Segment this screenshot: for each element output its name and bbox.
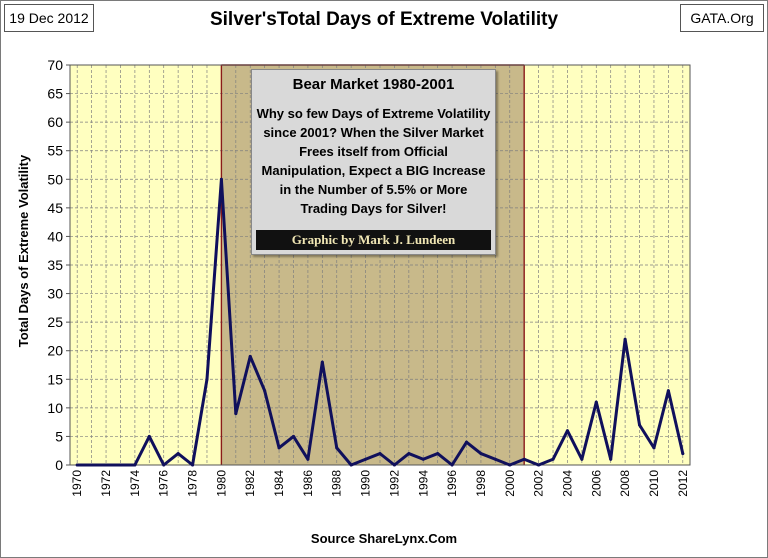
data-point [551, 457, 555, 461]
x-tick-label: 2006 [589, 470, 603, 497]
y-tick-label: 60 [47, 114, 63, 130]
data-point [565, 429, 569, 433]
y-tick-label: 45 [47, 200, 63, 216]
x-tick-label: 1990 [359, 470, 373, 497]
x-tick-label: 1982 [243, 470, 257, 497]
y-tick-label: 5 [55, 428, 63, 444]
data-point [320, 360, 324, 364]
source-footer: Source ShareLynx.Com [310, 531, 458, 546]
y-tick-label: 65 [47, 86, 63, 102]
data-point [118, 463, 122, 467]
y-tick-label: 50 [47, 171, 63, 187]
data-point [638, 423, 642, 427]
data-point [176, 452, 180, 456]
x-tick-label: 1996 [445, 470, 459, 497]
x-tick-label: 2012 [676, 470, 690, 497]
annotation-title: Bear Market 1980-2001 [292, 76, 455, 93]
data-point [263, 389, 267, 393]
x-tick-label: 1972 [99, 470, 113, 497]
data-point [450, 463, 454, 467]
x-tick-label: 1984 [272, 470, 286, 497]
x-tick-label: 2010 [647, 470, 661, 497]
source-tag: GATA.Org [680, 4, 764, 32]
data-point [421, 457, 425, 461]
data-point [508, 463, 512, 467]
data-point [147, 434, 151, 438]
data-point [248, 354, 252, 358]
y-tick-label: 55 [47, 143, 63, 159]
data-point [537, 463, 541, 467]
data-point [479, 452, 483, 456]
x-tick-label: 2000 [503, 470, 517, 497]
data-point [335, 446, 339, 450]
data-point [465, 440, 469, 444]
data-point [104, 463, 108, 467]
data-point [162, 463, 166, 467]
data-point [666, 389, 670, 393]
data-point [378, 452, 382, 456]
x-tick-label: 1978 [186, 470, 200, 497]
annotation-body: Why so few Days of Extreme Volatility si… [256, 106, 491, 216]
data-point [580, 457, 584, 461]
x-tick-label: 1998 [474, 470, 488, 497]
x-tick-label: 1970 [70, 470, 84, 497]
y-tick-label: 35 [47, 257, 63, 273]
x-tick-label: 1976 [157, 470, 171, 497]
y-tick-label: 10 [47, 400, 63, 416]
data-point [291, 434, 295, 438]
x-tick-label: 1994 [416, 470, 430, 497]
x-tick-label: 1980 [214, 470, 228, 497]
x-tick-label: 1986 [301, 470, 315, 497]
data-point [219, 177, 223, 181]
data-point [652, 446, 656, 450]
data-point [133, 463, 137, 467]
data-point [493, 457, 497, 461]
graphic-credit: Graphic by Mark J. Lundeen [256, 230, 491, 250]
x-tick-label: 1988 [330, 470, 344, 497]
data-point [522, 457, 526, 461]
data-point [623, 337, 627, 341]
data-point [191, 463, 195, 467]
data-point [364, 457, 368, 461]
data-point [234, 412, 238, 416]
data-point [594, 400, 598, 404]
data-point [349, 463, 353, 467]
y-tick-label: 25 [47, 314, 63, 330]
data-point [681, 452, 685, 456]
y-tick-label: 0 [55, 457, 63, 473]
data-point [407, 452, 411, 456]
x-tick-label: 1974 [128, 470, 142, 497]
annotation-box: Bear Market 1980-2001 Why so few Days of… [251, 69, 496, 255]
y-axis-label: Total Days of Extreme Volatility [16, 154, 31, 348]
data-point [75, 463, 79, 467]
y-tick-label: 70 [47, 57, 63, 73]
x-tick-label: 2008 [618, 470, 632, 497]
y-tick-label: 30 [47, 286, 63, 302]
x-tick-label: 2004 [560, 470, 574, 497]
data-point [306, 457, 310, 461]
data-point [436, 452, 440, 456]
date-label: 19 Dec 2012 [4, 4, 94, 32]
y-tick-label: 40 [47, 228, 63, 244]
data-point [205, 377, 209, 381]
data-point [392, 463, 396, 467]
chart-title: Silver'sTotal Days of Extreme Volatility [209, 9, 559, 30]
data-point [609, 457, 613, 461]
y-tick-label: 15 [47, 371, 63, 387]
x-tick-label: 2002 [532, 470, 546, 497]
data-point [90, 463, 94, 467]
data-point [277, 446, 281, 450]
x-tick-label: 1992 [387, 470, 401, 497]
y-tick-label: 20 [47, 343, 63, 359]
